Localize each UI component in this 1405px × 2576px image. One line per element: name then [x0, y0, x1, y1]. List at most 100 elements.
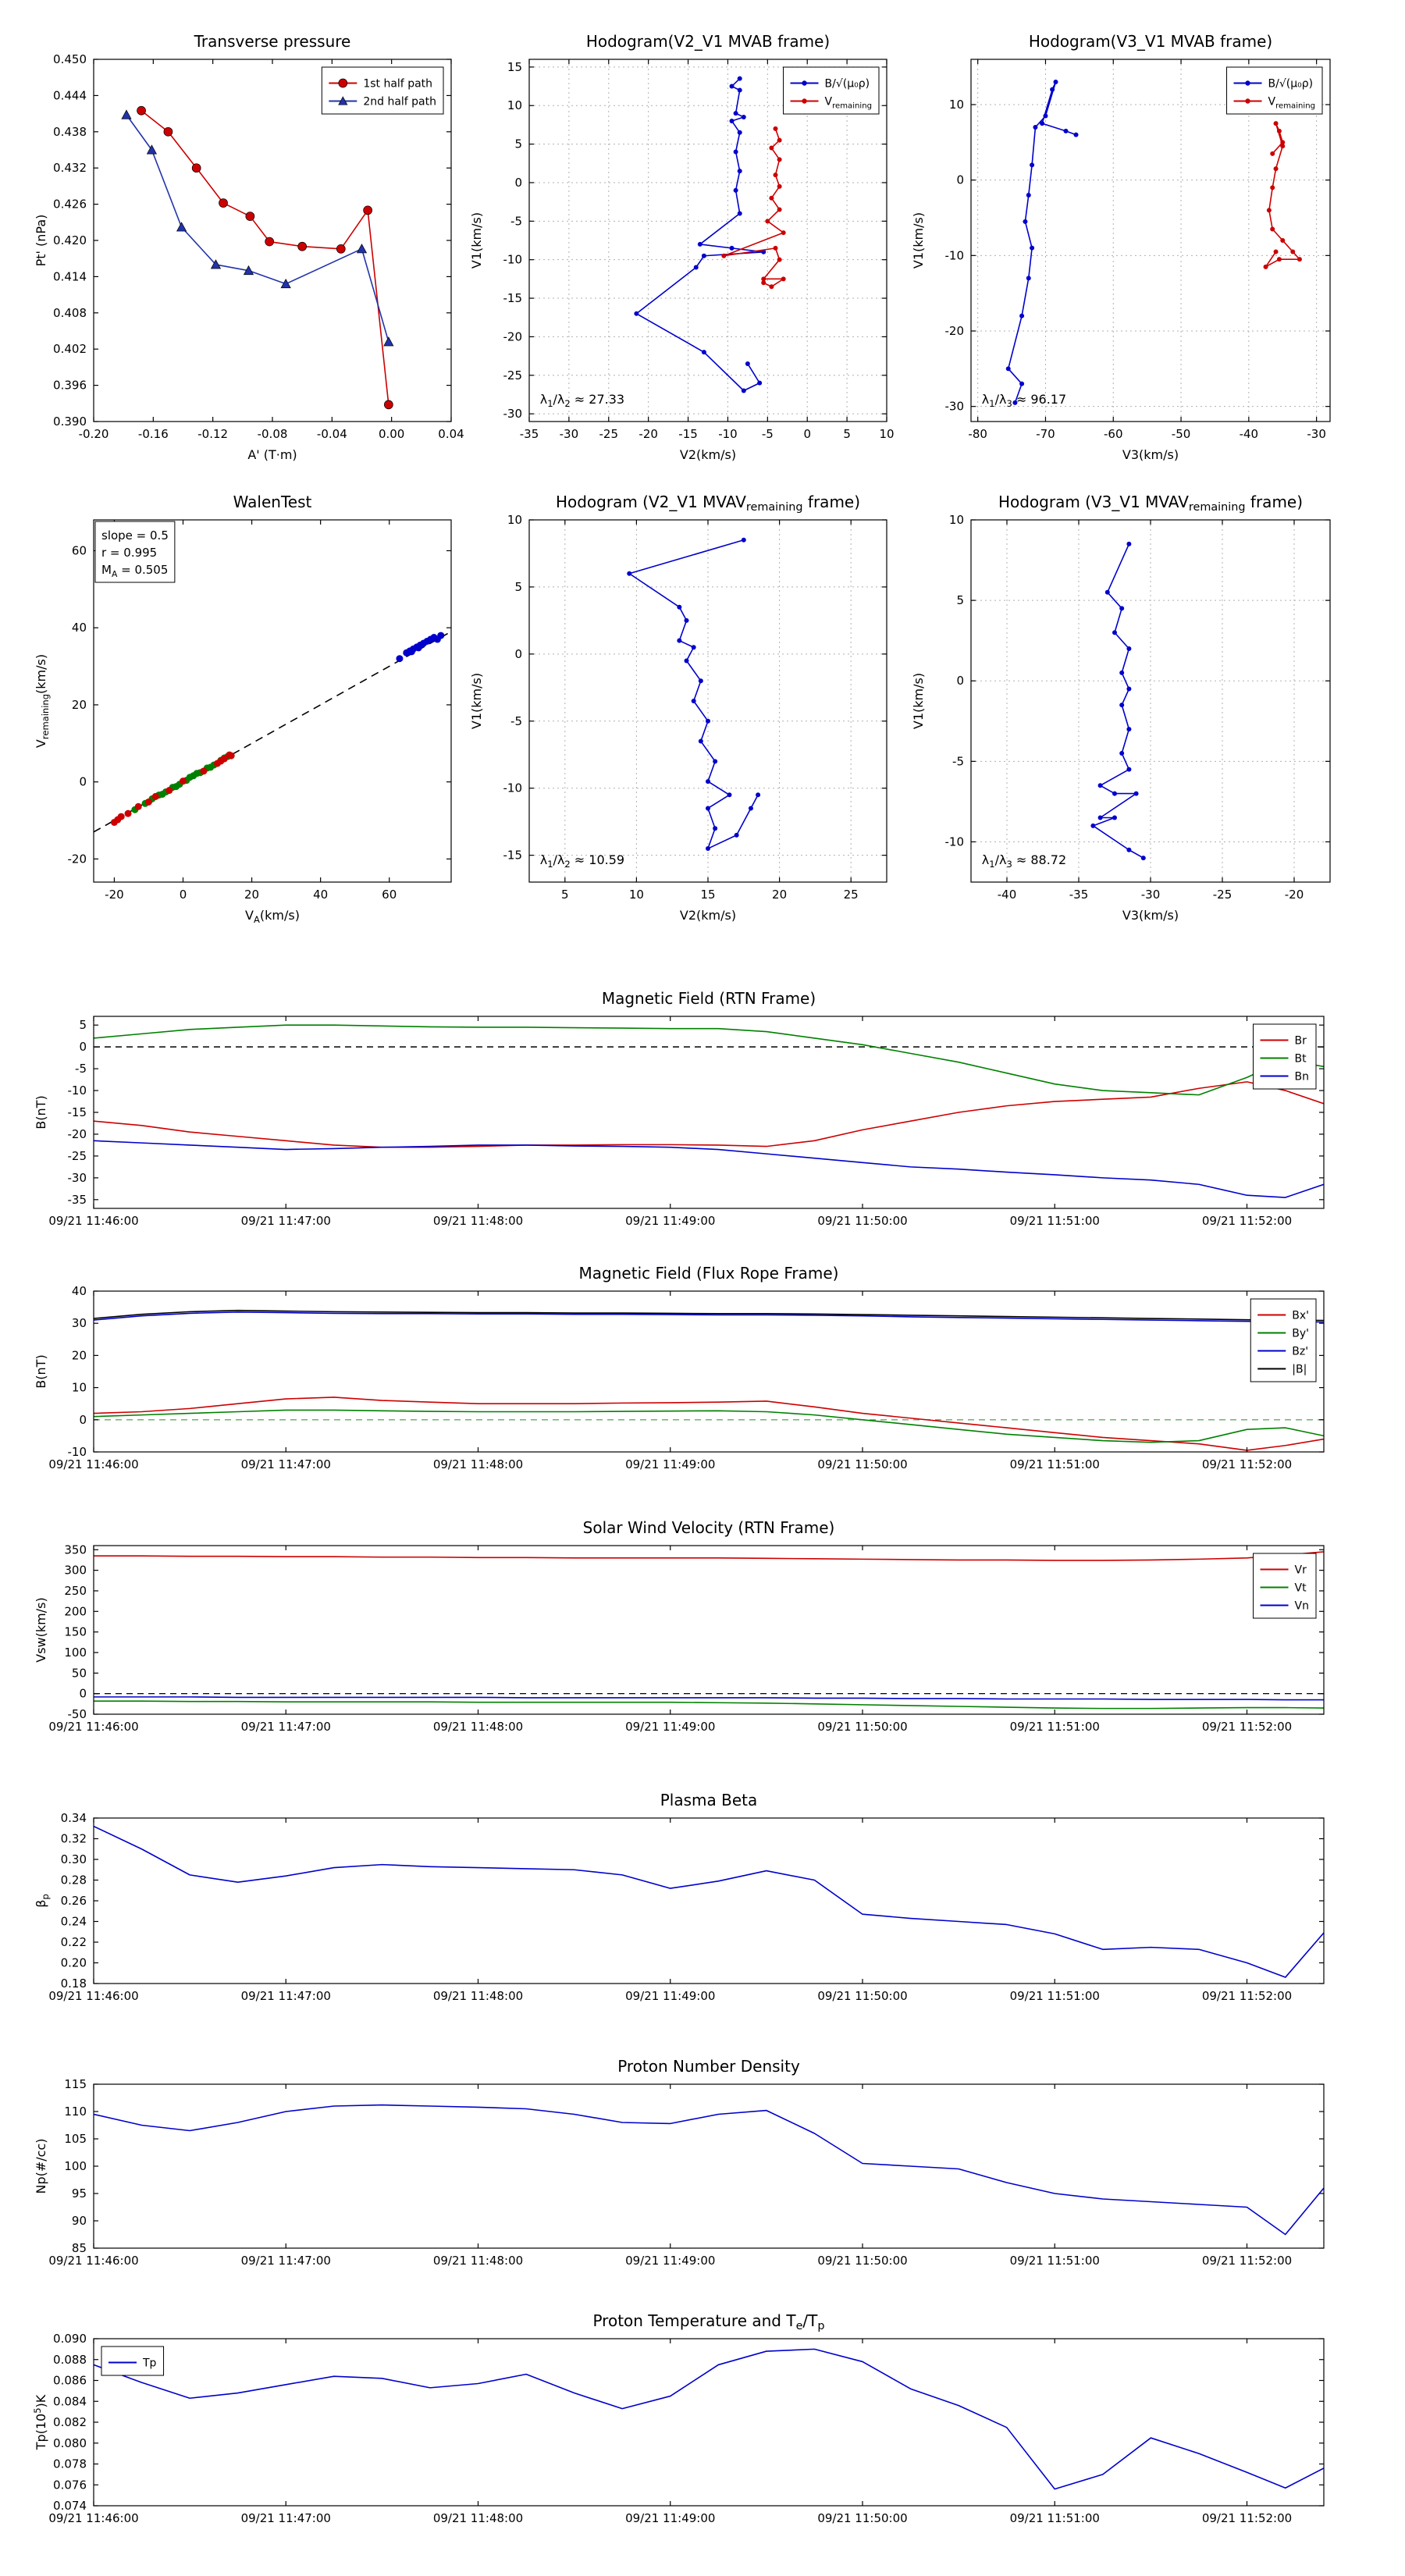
svg-text:0.088: 0.088 [53, 2353, 87, 2367]
svg-text:09/21 11:47:00: 09/21 11:47:00 [241, 2254, 331, 2268]
svg-text:09/21 11:49:00: 09/21 11:49:00 [625, 1720, 715, 1734]
proton-number-density-panel: 09/21 11:46:00 09/21 11:47:00 09/21 11:48:… [16, 2047, 1389, 2275]
svg-text:5: 5 [514, 137, 522, 151]
svg-text:09/21 11:49:00: 09/21 11:49:00 [625, 1457, 715, 1471]
svg-text:09/21 11:49:00: 09/21 11:49:00 [625, 1214, 715, 1228]
svg-text:09/21 11:50:00: 09/21 11:50:00 [817, 1989, 907, 2003]
svg-text:09/21 11:50:00: 09/21 11:50:00 [817, 2254, 907, 2268]
svg-text:20: 20 [72, 698, 87, 712]
svg-text:09/21 11:51:00: 09/21 11:51:00 [1010, 1989, 1100, 2003]
svg-text:09/21 11:50:00: 09/21 11:50:00 [817, 1720, 907, 1734]
svg-text:Transverse pressure: Transverse pressure [194, 32, 351, 51]
svg-text:-20: -20 [68, 852, 87, 866]
svg-text:B/√(μ₀ρ): B/√(μ₀ρ) [1268, 78, 1314, 91]
svg-text:10: 10 [949, 98, 964, 112]
svg-text:09/21 11:47:00: 09/21 11:47:00 [241, 2511, 331, 2525]
svg-text:0.390: 0.390 [53, 415, 87, 429]
svg-text:r = 0.995: r = 0.995 [101, 546, 157, 560]
svg-text:-10: -10 [503, 781, 523, 795]
hodogram-v2v1-mvab-plot: -35 -30 -25 -20 -15 -10 -5 0 5 10 -30 -25 -20 -15 -10 -… [468, 16, 905, 464]
svg-text:09/21 11:50:00: 09/21 11:50:00 [817, 2511, 907, 2525]
svg-text:-5: -5 [952, 754, 964, 768]
svg-text:350: 350 [64, 1542, 87, 1557]
svg-text:0: 0 [803, 427, 811, 441]
svg-text:Vr: Vr [1295, 1564, 1307, 1577]
svg-text:-30: -30 [503, 407, 523, 421]
svg-text:Vremaining​(km/s): Vremaining​(km/s) [34, 654, 51, 748]
svg-text:Hodogram(V3_V1 MVAB frame): Hodogram(V3_V1 MVAB frame) [1029, 32, 1272, 51]
svg-text:Vn: Vn [1295, 1600, 1309, 1613]
svg-text:0.432: 0.432 [53, 161, 87, 175]
svg-text:Plasma Beta: Plasma Beta [660, 1791, 758, 1809]
svg-text:150: 150 [64, 1625, 87, 1639]
svg-text:-20: -20 [945, 324, 965, 338]
svg-text:09/21 11:46:00: 09/21 11:46:00 [48, 1457, 138, 1471]
svg-text:Bt: Bt [1295, 1053, 1307, 1066]
svg-text:50: 50 [72, 1666, 87, 1680]
svg-text:Vremaining​: Vremaining​ [825, 96, 872, 111]
magnetic-field-flux-rope-panel: 09/21 11:46:00 09/21 11:47:00 09/21 11:48:… [16, 1254, 1389, 1478]
svg-text:60: 60 [382, 888, 397, 902]
svg-text:-0.12: -0.12 [197, 427, 228, 441]
svg-text:-10: -10 [945, 248, 965, 262]
svg-text:Solar Wind Velocity (RTN Frame: Solar Wind Velocity (RTN Frame) [583, 1518, 835, 1537]
hodogram-v3v1-mvav-plot: -40 -35 -30 -25 -20 -10 -5 0 5 10 Hodogram (V3_V1 … [909, 476, 1346, 925]
svg-text:-40: -40 [998, 888, 1017, 902]
svg-text:-35: -35 [520, 427, 539, 441]
svg-text:-15: -15 [503, 291, 523, 305]
svg-text:30: 30 [72, 1316, 87, 1330]
svg-text:Magnetic Field (RTN Frame): Magnetic Field (RTN Frame) [602, 989, 816, 1008]
svg-text:09/21 11:51:00: 09/21 11:51:00 [1010, 2254, 1100, 2268]
svg-text:5: 5 [514, 580, 522, 594]
svg-text:20: 20 [72, 1348, 87, 1362]
svg-text:10: 10 [879, 427, 894, 441]
svg-text:0.450: 0.450 [53, 52, 87, 66]
svg-text:20: 20 [772, 888, 787, 902]
svg-text:09/21 11:48:00: 09/21 11:48:00 [433, 2254, 523, 2268]
svg-text:Proton Temperature and Te​/Tp​: Proton Temperature and Te​/Tp​ [592, 2311, 824, 2332]
svg-text:V3(km/s): V3(km/s) [1122, 908, 1179, 923]
svg-text:-10: -10 [945, 834, 965, 849]
svg-text:90: 90 [72, 2214, 87, 2228]
svg-text:Hodogram (V3_V1 MVAVremaining​: Hodogram (V3_V1 MVAVremaining​ frame) [998, 493, 1303, 514]
svg-text:-5: -5 [75, 1062, 87, 1076]
svg-text:V1(km/s): V1(km/s) [469, 212, 484, 269]
svg-text:09/21 11:47:00: 09/21 11:47:00 [241, 1989, 331, 2003]
svg-text:-15: -15 [68, 1105, 87, 1119]
svg-text:09/21 11:48:00: 09/21 11:48:00 [433, 2511, 523, 2525]
svg-text:100: 100 [64, 2159, 87, 2173]
svg-text:Vsw(km/s): Vsw(km/s) [34, 1597, 48, 1662]
svg-text:09/21 11:52:00: 09/21 11:52:00 [1202, 1457, 1292, 1471]
svg-text:10: 10 [507, 513, 522, 527]
svg-text:λ1​/λ2​ ≈ 10.59: λ1​/λ2​ ≈ 10.59 [540, 852, 624, 870]
svg-text:09/21 11:46:00: 09/21 11:46:00 [48, 2511, 138, 2525]
svg-text:-20: -20 [503, 329, 523, 343]
svg-text:0: 0 [514, 176, 522, 190]
svg-text:-5: -5 [510, 714, 522, 728]
svg-text:-35: -35 [1069, 888, 1089, 902]
svg-text:09/21 11:51:00: 09/21 11:51:00 [1010, 1720, 1100, 1734]
svg-text:09/21 11:48:00: 09/21 11:48:00 [433, 1989, 523, 2003]
svg-text:-50: -50 [1172, 427, 1191, 441]
svg-text:0.076: 0.076 [53, 2478, 87, 2492]
svg-text:-60: -60 [1104, 427, 1123, 441]
svg-text:1st half path: 1st half path [363, 78, 432, 91]
svg-text:0.30: 0.30 [61, 1852, 87, 1866]
svg-text:Hodogram(V2_V1 MVAB frame): Hodogram(V2_V1 MVAB frame) [586, 32, 830, 51]
svg-text:0.402: 0.402 [53, 342, 87, 356]
svg-text:-20: -20 [105, 888, 124, 902]
svg-text:0: 0 [79, 1413, 87, 1427]
svg-text:09/21 11:47:00: 09/21 11:47:00 [241, 1720, 331, 1734]
svg-text:MA​ = 0.505: MA​ = 0.505 [101, 563, 168, 579]
svg-text:250: 250 [64, 1584, 87, 1598]
svg-text:09/21 11:51:00: 09/21 11:51:00 [1010, 1214, 1100, 1228]
svg-text:-0.08: -0.08 [258, 427, 288, 441]
svg-text:09/21 11:52:00: 09/21 11:52:00 [1202, 1214, 1292, 1228]
svg-text:0.00: 0.00 [379, 427, 404, 441]
svg-text:V1(km/s): V1(km/s) [911, 673, 926, 729]
svg-text:-25: -25 [68, 1149, 87, 1163]
svg-text:-20: -20 [638, 427, 658, 441]
svg-text:09/21 11:51:00: 09/21 11:51:00 [1010, 1457, 1100, 1471]
svg-text:200: 200 [64, 1604, 87, 1618]
